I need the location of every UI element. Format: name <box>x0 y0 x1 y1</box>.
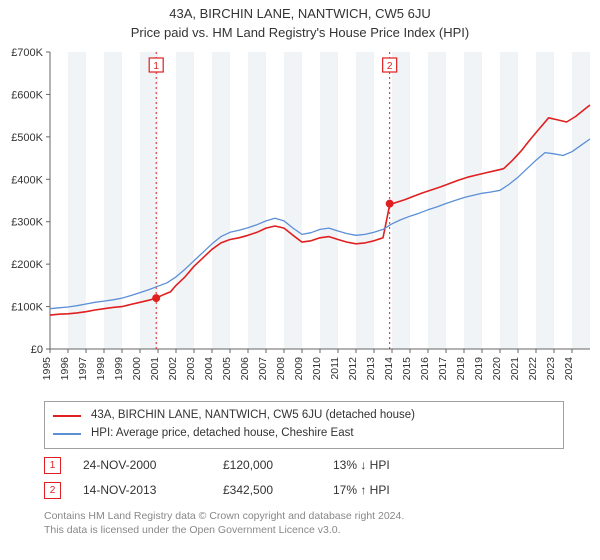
legend-item-hpi: HPI: Average price, detached house, Ches… <box>53 425 555 443</box>
svg-text:2: 2 <box>387 61 393 72</box>
svg-text:2014: 2014 <box>383 357 395 381</box>
sale-date-1: 24-NOV-2000 <box>83 458 223 472</box>
svg-text:2015: 2015 <box>401 357 413 381</box>
svg-text:2013: 2013 <box>365 357 377 381</box>
svg-text:2008: 2008 <box>275 357 287 381</box>
svg-text:2018: 2018 <box>455 357 467 381</box>
svg-text:2007: 2007 <box>257 357 269 381</box>
sale-diff-1: 13% ↓ HPI <box>333 458 433 472</box>
svg-text:2020: 2020 <box>491 357 503 381</box>
svg-text:1999: 1999 <box>113 357 125 381</box>
svg-text:2003: 2003 <box>185 357 197 381</box>
svg-text:2004: 2004 <box>203 357 215 381</box>
svg-text:2009: 2009 <box>293 357 305 381</box>
svg-text:£700K: £700K <box>11 47 43 59</box>
svg-text:£200K: £200K <box>11 259 43 271</box>
svg-text:2022: 2022 <box>527 357 539 381</box>
sale-row-1: 1 24-NOV-2000 £120,000 13% ↓ HPI <box>44 457 600 474</box>
svg-text:1995: 1995 <box>41 357 53 381</box>
sale-row-2: 2 14-NOV-2013 £342,500 17% ↑ HPI <box>44 482 600 499</box>
sale-marker-1-icon: 1 <box>44 457 61 474</box>
svg-text:2005: 2005 <box>221 357 233 381</box>
svg-text:2000: 2000 <box>131 357 143 381</box>
svg-text:2019: 2019 <box>473 357 485 381</box>
attribution-line2: This data is licensed under the Open Gov… <box>44 523 600 537</box>
svg-text:1996: 1996 <box>59 357 71 381</box>
svg-text:2017: 2017 <box>437 357 449 381</box>
sale-diff-2: 17% ↑ HPI <box>333 483 433 497</box>
legend-swatch-property <box>53 415 81 417</box>
attribution-line1: Contains HM Land Registry data © Crown c… <box>44 509 600 523</box>
attribution: Contains HM Land Registry data © Crown c… <box>44 509 600 537</box>
svg-text:2021: 2021 <box>509 357 521 381</box>
legend-swatch-hpi <box>53 433 81 435</box>
svg-text:£400K: £400K <box>11 174 43 186</box>
chart-title: 43A, BIRCHIN LANE, NANTWICH, CW5 6JU <box>0 6 600 21</box>
svg-text:1998: 1998 <box>95 357 107 381</box>
svg-text:£0: £0 <box>31 344 43 356</box>
svg-text:£600K: £600K <box>11 89 43 101</box>
legend-box: 43A, BIRCHIN LANE, NANTWICH, CW5 6JU (de… <box>44 401 564 449</box>
svg-text:2011: 2011 <box>329 357 341 380</box>
svg-text:£100K: £100K <box>11 302 43 314</box>
svg-text:2006: 2006 <box>239 357 251 381</box>
svg-text:1997: 1997 <box>77 357 89 381</box>
svg-text:1: 1 <box>153 61 159 72</box>
sale-price-2: £342,500 <box>223 483 333 497</box>
sale-marker-2-icon: 2 <box>44 482 61 499</box>
svg-text:2024: 2024 <box>563 357 575 381</box>
legend-label-property: 43A, BIRCHIN LANE, NANTWICH, CW5 6JU (de… <box>91 407 415 425</box>
legend-label-hpi: HPI: Average price, detached house, Ches… <box>91 425 354 443</box>
svg-text:£300K: £300K <box>11 217 43 229</box>
svg-text:2012: 2012 <box>347 357 359 381</box>
svg-text:2002: 2002 <box>167 357 179 381</box>
sale-date-2: 14-NOV-2013 <box>83 483 223 497</box>
svg-text:2001: 2001 <box>149 357 161 381</box>
svg-text:2016: 2016 <box>419 357 431 381</box>
line-chart-svg: £0 £100K £200K £300K £400K £500K £600K £700K 199… <box>0 46 600 391</box>
chart-subtitle: Price paid vs. HM Land Registry's House … <box>0 25 600 40</box>
svg-text:2010: 2010 <box>311 357 323 381</box>
chart-area: £0 £100K £200K £300K £400K £500K £600K £700K 199… <box>0 46 600 391</box>
sale-price-1: £120,000 <box>223 458 333 472</box>
svg-text:2023: 2023 <box>545 357 557 381</box>
legend-item-property: 43A, BIRCHIN LANE, NANTWICH, CW5 6JU (de… <box>53 407 555 425</box>
svg-text:£500K: £500K <box>11 132 43 144</box>
